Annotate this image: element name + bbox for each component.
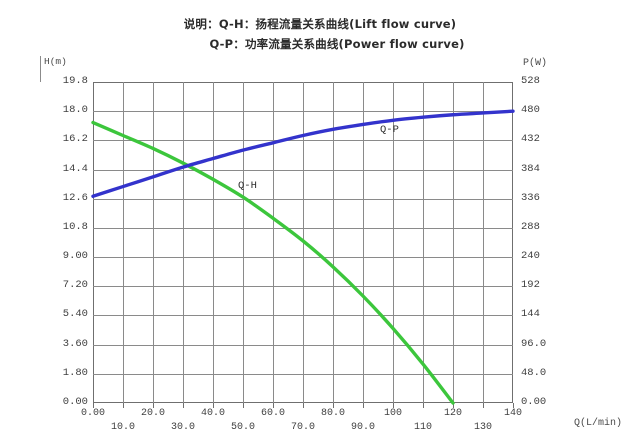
x-tick-label: 50.0 bbox=[230, 422, 256, 433]
gridline-vertical bbox=[483, 82, 484, 403]
series-label-qh: Q-H bbox=[238, 180, 257, 192]
x-tick-label: 120 bbox=[443, 408, 463, 419]
x-axis-tick bbox=[333, 403, 334, 408]
gridline-horizontal bbox=[93, 140, 513, 141]
y-left-tick-label: 3.60 bbox=[62, 337, 88, 350]
y-left-tick-label: 10.8 bbox=[62, 220, 88, 233]
gridline-vertical bbox=[393, 82, 394, 403]
x-axis-tick bbox=[273, 403, 274, 408]
y-right-tick-label: 288 bbox=[521, 220, 540, 233]
y-left-tick-label: 9.00 bbox=[62, 250, 88, 263]
x-tick-label: 10.0 bbox=[110, 422, 136, 433]
x-axis-tick bbox=[123, 403, 124, 408]
y-right-tick-label: 384 bbox=[521, 162, 540, 175]
x-axis-tick bbox=[513, 403, 514, 408]
gridline-horizontal bbox=[93, 257, 513, 258]
y-left-tick-label: 16.2 bbox=[62, 133, 88, 146]
y-left-tick-label: 19.8 bbox=[62, 75, 88, 87]
curve-layer bbox=[91, 109, 515, 405]
x-tick-label: 40.0 bbox=[200, 408, 226, 419]
x-axis-tick bbox=[153, 403, 154, 408]
x-tick-label: 70.0 bbox=[290, 422, 316, 433]
y-left-tick-label: 1.80 bbox=[62, 366, 88, 379]
x-axis-tick bbox=[303, 403, 304, 408]
caption-line-power: Q-P：功率流量关系曲线(Power flow curve) bbox=[209, 37, 465, 51]
y-right-tick-label: 0.00 bbox=[521, 396, 547, 408]
gridline-horizontal bbox=[93, 286, 513, 287]
y-right-tick-label: 336 bbox=[521, 191, 540, 204]
y-left-tick-label: 14.4 bbox=[62, 162, 88, 175]
curve-qp bbox=[91, 109, 515, 198]
x-axis-tick bbox=[213, 403, 214, 408]
gridline-horizontal bbox=[93, 345, 513, 346]
y-right-tick-label: 432 bbox=[521, 133, 540, 146]
x-axis-tick bbox=[183, 403, 184, 408]
y-left-axis-title: H(m) bbox=[44, 56, 67, 67]
y-right-axis-title: P(W) bbox=[523, 58, 548, 69]
gridline-vertical bbox=[213, 82, 214, 403]
y-right-tick-label: 528 bbox=[521, 75, 540, 87]
x-axis-tick bbox=[483, 403, 484, 408]
gridline-vertical bbox=[273, 82, 274, 403]
caption-line-lift: 说明：Q-H：扬程流量关系曲线(Lift flow curve) bbox=[183, 17, 457, 31]
gridline-horizontal bbox=[93, 111, 513, 112]
gridline-horizontal bbox=[93, 170, 513, 171]
series-label-qp: Q-P bbox=[380, 124, 399, 136]
x-tick-label: 140 bbox=[503, 408, 523, 419]
gridline-vertical bbox=[243, 82, 244, 403]
x-axis-tick bbox=[453, 403, 454, 408]
plot-area bbox=[91, 82, 515, 408]
y-right-tick-label: 240 bbox=[521, 250, 540, 263]
gridline-horizontal bbox=[93, 199, 513, 200]
x-axis-tick bbox=[243, 403, 244, 408]
y-right-tick-label: 192 bbox=[521, 279, 540, 292]
x-tick-label: 30.0 bbox=[170, 422, 196, 433]
y-right-tick-label: 48.0 bbox=[521, 366, 547, 379]
y-right-tick-label: 96.0 bbox=[521, 337, 547, 350]
gridline-vertical bbox=[453, 82, 454, 403]
gridline-vertical bbox=[183, 82, 184, 403]
gridline-horizontal bbox=[93, 228, 513, 229]
x-axis-tick bbox=[393, 403, 394, 408]
gridline-horizontal bbox=[93, 374, 513, 375]
chart-caption: 说明：Q-H：扬程流量关系曲线(Lift flow curve) Q-P：功率流… bbox=[0, 14, 640, 54]
gridline-vertical bbox=[363, 82, 364, 403]
gridline-vertical bbox=[123, 82, 124, 403]
x-axis-tick bbox=[93, 403, 94, 408]
y-right-tick-label: 480 bbox=[521, 104, 540, 117]
y-left-tick-label: 12.6 bbox=[62, 191, 88, 204]
y-left-axis-stub bbox=[40, 56, 41, 82]
y-left-tick-label: 7.20 bbox=[62, 279, 88, 292]
curve-qh bbox=[91, 120, 455, 405]
x-tick-label: 100 bbox=[383, 408, 403, 419]
x-tick-label: 90.0 bbox=[350, 422, 376, 433]
x-tick-label: 20.0 bbox=[140, 408, 166, 419]
x-tick-label: 80.0 bbox=[320, 408, 346, 419]
y-left-tick-labels: 19.8 18.0 16.2 14.4 12.6 10.8 9.00 7.20 5.40 3.60… bbox=[36, 0, 88, 443]
gridline-vertical bbox=[333, 82, 334, 403]
x-tick-label: 0.00 bbox=[80, 408, 106, 419]
x-tick-label: 130 bbox=[473, 422, 493, 433]
y-left-tick-label: 18.0 bbox=[62, 104, 88, 117]
x-axis-tick bbox=[423, 403, 424, 408]
x-tick-label: 60.0 bbox=[260, 408, 286, 419]
x-axis-tick bbox=[363, 403, 364, 408]
y-left-tick-label: 5.40 bbox=[62, 308, 88, 321]
gridline-vertical bbox=[423, 82, 424, 403]
y-right-tick-labels: 528 480 432 384 336 288 240 192 144 96.0 48.0 0.00 bbox=[521, 0, 573, 443]
gridline-vertical bbox=[153, 82, 154, 403]
gridline-horizontal bbox=[93, 315, 513, 316]
y-right-tick-label: 144 bbox=[521, 308, 540, 321]
y-left-tick-label: 0.00 bbox=[62, 396, 88, 408]
x-axis-title: Q(L/min) bbox=[574, 418, 623, 429]
x-tick-label: 110 bbox=[413, 422, 433, 433]
